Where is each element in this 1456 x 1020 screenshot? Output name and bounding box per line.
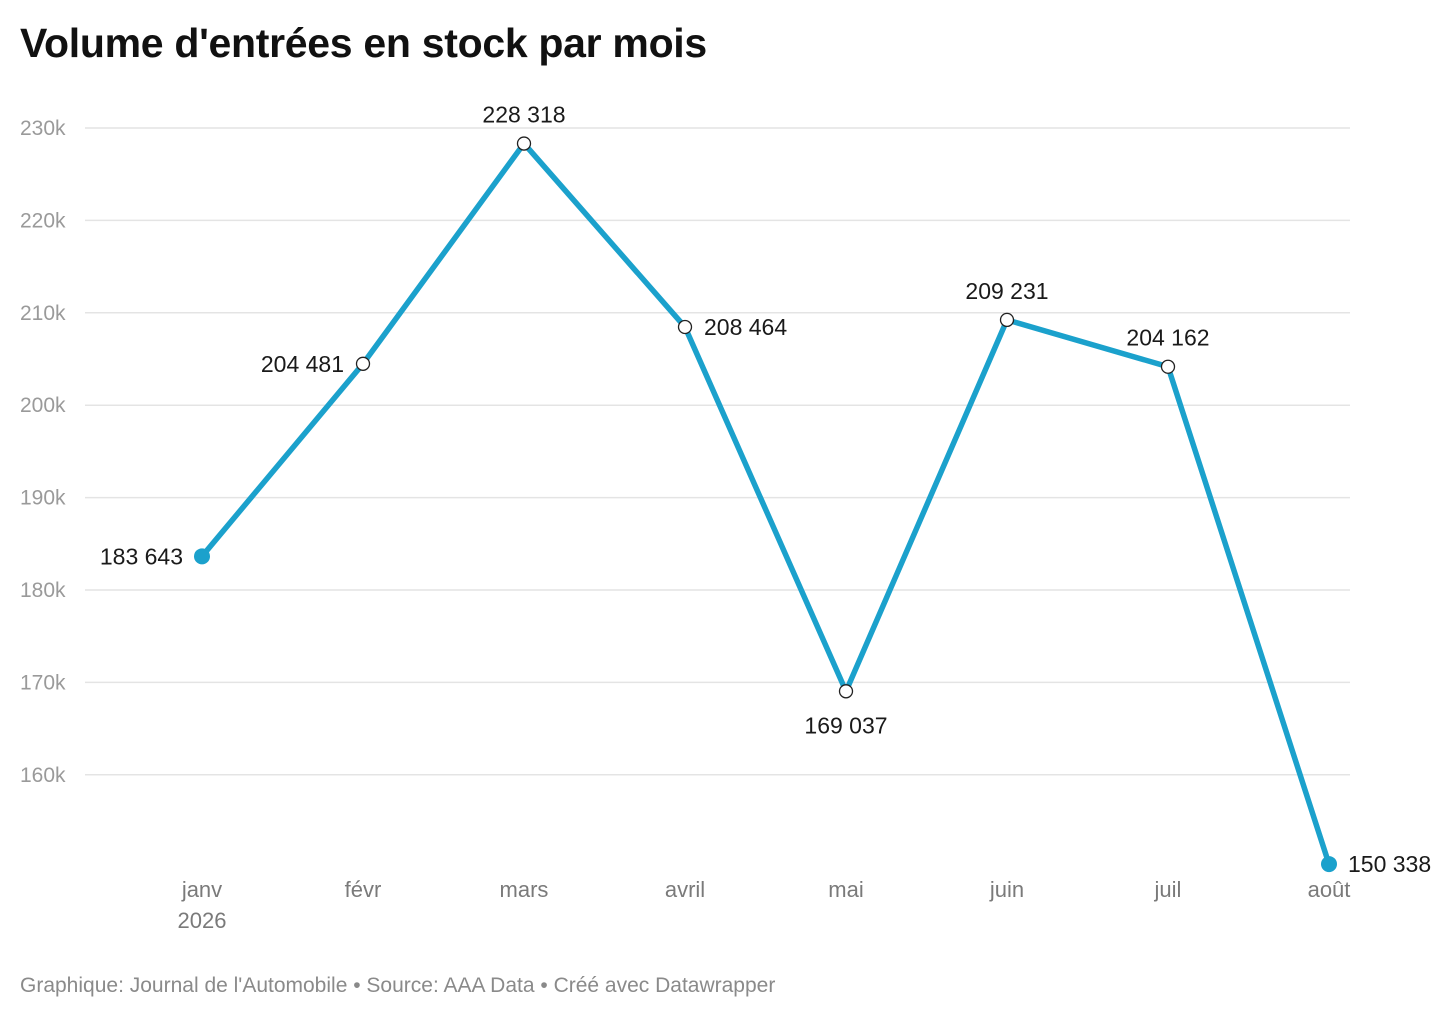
y-tick-label: 160k	[20, 764, 66, 787]
chart-title: Volume d'entrées en stock par mois	[20, 20, 707, 66]
data-label: 169 037	[804, 712, 887, 738]
series-line	[199, 140, 1332, 867]
grid-lines	[85, 127, 1350, 776]
series-line-layer	[199, 140, 1332, 867]
data-point	[999, 312, 1015, 328]
data-points	[194, 136, 1337, 873]
footer-source[interactable]: Source: AAA Data	[366, 974, 535, 997]
footer-created-with[interactable]: Créé avec Datawrapper	[553, 974, 776, 997]
data-label: 204 481	[261, 351, 344, 377]
data-label: 208 464	[704, 314, 787, 340]
y-tick-label: 190k	[20, 487, 66, 510]
footer-graphique-credit[interactable]: Graphique: Journal de l'Automobile	[20, 974, 348, 997]
data-label: 228 318	[482, 102, 565, 128]
data-labels: 183 643 204 481 228 318 208 464 169 037 209 2…	[100, 102, 1431, 878]
y-tick-label: 200k	[20, 394, 66, 417]
data-point-endpoint	[1321, 856, 1337, 873]
chart-footer: Graphique: Journal de l'Automobile • Sou…	[20, 974, 775, 998]
x-axis-tick-labels: janv 2026 févr mars avril mai juin juil août	[178, 877, 1351, 933]
data-point	[1160, 359, 1176, 374]
y-tick-label: 220k	[20, 209, 66, 232]
y-tick-label: 230k	[20, 117, 66, 140]
x-tick-label: mars	[500, 877, 549, 902]
x-tick-label: 2026	[178, 908, 227, 933]
y-axis-tick-labels: 160k 170k 180k 190k 200k 210k 220k 230k	[20, 117, 66, 787]
data-label: 183 643	[100, 543, 183, 569]
x-tick-label: mai	[828, 877, 863, 902]
data-point	[677, 319, 693, 335]
x-tick-label: avril	[665, 877, 705, 902]
y-tick-label: 210k	[20, 302, 66, 325]
data-point	[838, 684, 854, 699]
x-tick-label: janv	[181, 877, 222, 902]
data-point	[516, 136, 532, 151]
data-label: 209 231	[965, 278, 1048, 304]
data-label: 150 338	[1348, 851, 1431, 877]
y-tick-label: 170k	[20, 671, 66, 694]
footer-separator: •	[353, 974, 367, 997]
x-tick-label: juin	[989, 877, 1024, 902]
data-label: 204 162	[1126, 325, 1209, 351]
data-point	[355, 356, 371, 371]
x-tick-label: juil	[1154, 877, 1182, 902]
x-tick-label: août	[1308, 877, 1351, 902]
y-tick-label: 180k	[20, 579, 66, 602]
data-point-endpoint	[194, 548, 210, 565]
x-tick-label: févr	[345, 877, 382, 902]
footer-separator: •	[540, 974, 554, 997]
